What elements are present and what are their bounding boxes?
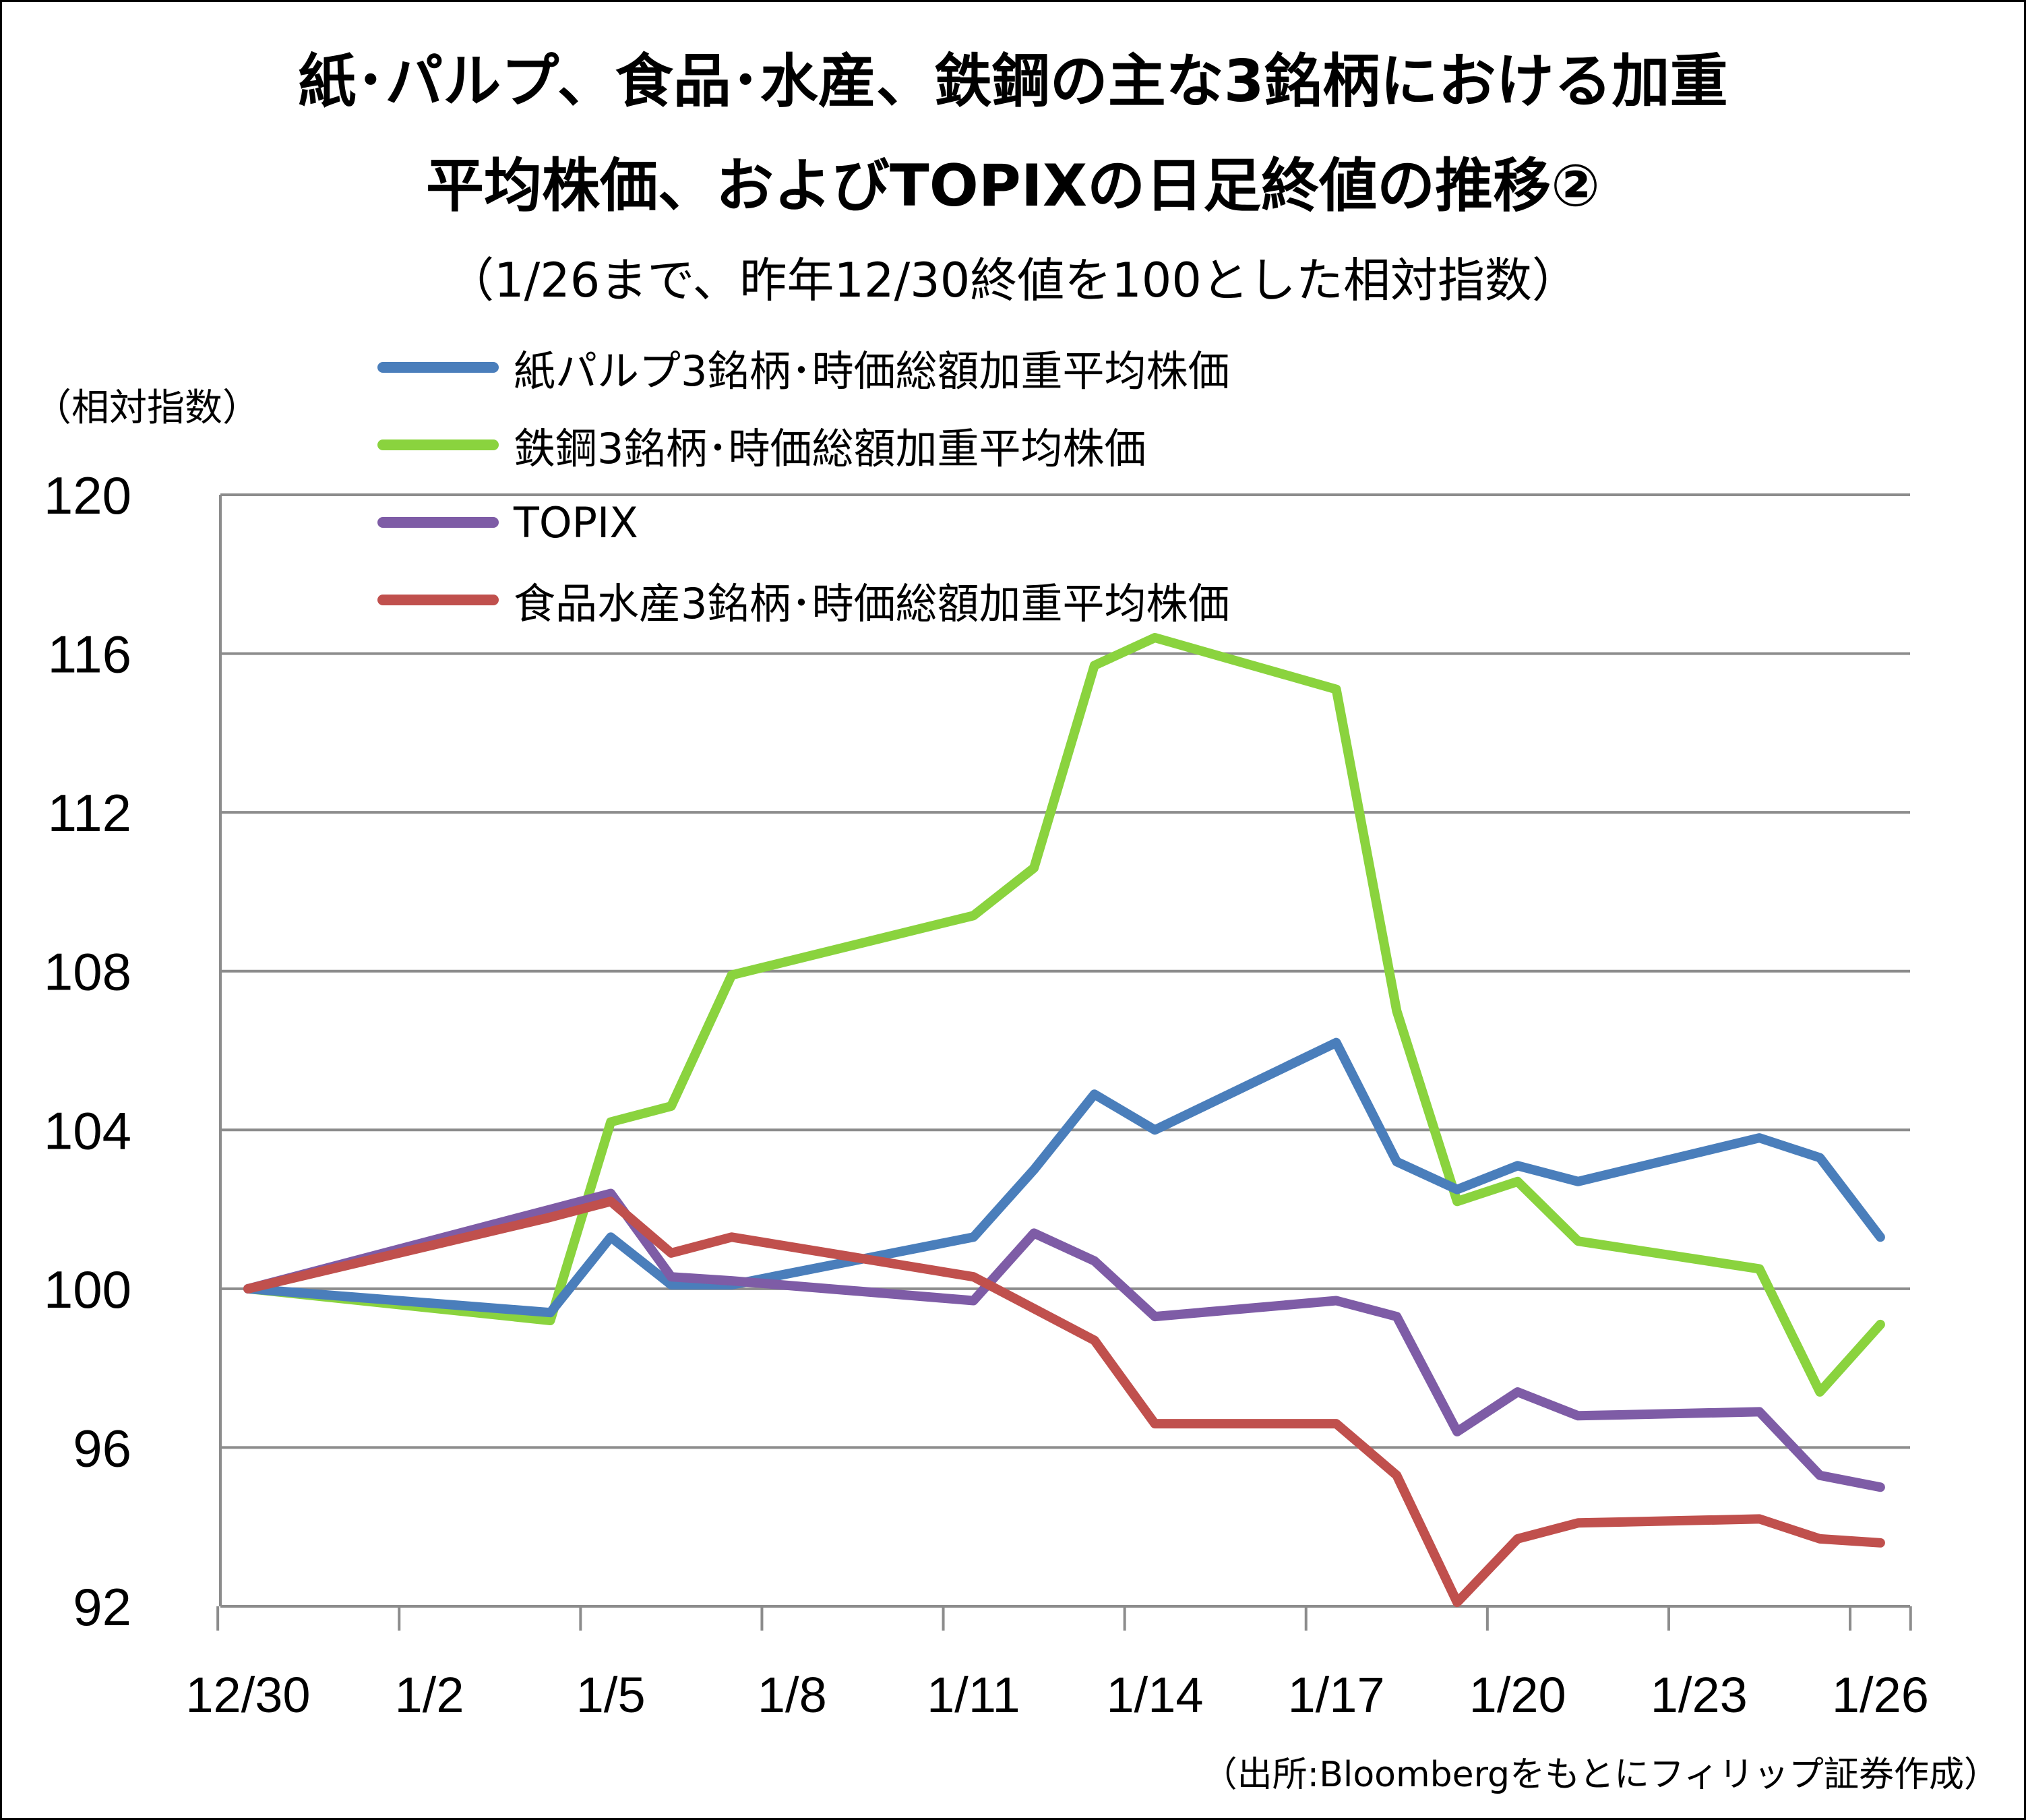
x-tick-label: 1/17 — [1288, 1667, 1385, 1723]
series-lines — [243, 633, 1885, 1608]
legend-label: 鉄鋼3銘柄･時価総額加重平均株価 — [514, 424, 1146, 473]
legend-item: 紙パルプ3銘柄･時価総額加重平均株価 — [377, 340, 1229, 396]
y-axis-unit-label: （相対指数） — [34, 386, 260, 430]
source-note: （出所:Bloombergをもとにフィリップ証券作成） — [1202, 1755, 1999, 1795]
series-line-0 — [243, 1037, 1885, 1318]
legend-swatch — [377, 362, 499, 373]
y-tick-label: 120 — [44, 466, 131, 525]
chart-title-line1: 紙･パルプ、食品･水産、鉄鋼の主な3銘柄における加重 — [298, 48, 1728, 115]
legend-item: 食品水産3銘柄･時価総額加重平均株価 — [377, 573, 1230, 628]
legend-swatch — [377, 439, 499, 450]
x-tick-label: 1/23 — [1651, 1667, 1748, 1723]
y-tick-label: 96 — [73, 1418, 131, 1478]
x-tick-label: 1/2 — [395, 1667, 464, 1723]
x-tick-label: 1/26 — [1832, 1667, 1929, 1723]
series-line-2 — [243, 1188, 1885, 1492]
y-tick-label: 112 — [48, 783, 131, 843]
series-line-3 — [243, 1196, 1885, 1608]
legend-item: TOPIX — [377, 495, 638, 549]
x-tick-label: 12/30 — [185, 1667, 310, 1723]
chart-title-line2: 平均株価、およびTOPIXの日足終値の推移② — [426, 152, 1600, 220]
y-tick-label: 108 — [44, 942, 131, 1002]
legend-item: 鉄鋼3銘柄･時価総額加重平均株価 — [377, 418, 1146, 473]
legend-swatch — [377, 595, 499, 605]
y-tick-label: 100 — [44, 1260, 131, 1319]
gridlines — [220, 493, 1910, 1608]
legend-label: 紙パルプ3銘柄･時価総額加重平均株価 — [514, 346, 1230, 396]
axes: 120 116 112 108 104 100 96 92 12/30 1/2 1/5 1/8 1/11… — [44, 466, 1929, 1723]
x-tick-label: 1/5 — [576, 1667, 646, 1723]
x-tick-label: 1/11 — [927, 1667, 1020, 1723]
legend-label: TOPIX — [514, 497, 638, 547]
x-tick-label: 1/8 — [758, 1667, 827, 1723]
x-tick-label: 1/14 — [1106, 1667, 1203, 1723]
legend-label: 食品水産3銘柄･時価総額加重平均株価 — [514, 579, 1230, 628]
series-line-1 — [243, 633, 1885, 1397]
y-tick-label: 116 — [48, 625, 131, 684]
chart-subtitle: （1/26まで、昨年12/30終値を100とした相対指数） — [447, 253, 1579, 308]
x-tick-label: 1/20 — [1469, 1667, 1566, 1723]
y-tick-label: 104 — [44, 1101, 131, 1160]
legend-swatch — [377, 517, 499, 528]
y-tick-label: 92 — [73, 1577, 131, 1637]
